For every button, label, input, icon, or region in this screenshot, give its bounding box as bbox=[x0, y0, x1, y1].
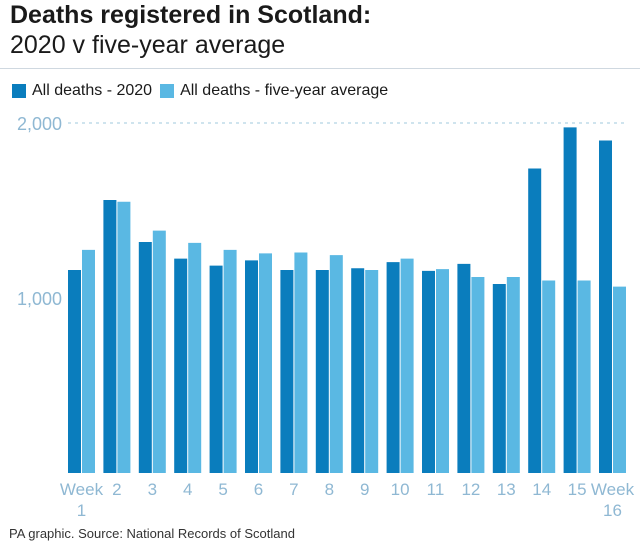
x-tick-label: 11 bbox=[427, 480, 445, 499]
bar-five-year-average bbox=[82, 249, 95, 473]
x-tick-label: 5 bbox=[218, 480, 227, 499]
legend: All deaths - 2020 All deaths - five-year… bbox=[12, 80, 396, 102]
bar-2020 bbox=[138, 242, 152, 473]
x-tick-label: 8 bbox=[325, 480, 334, 499]
legend-label-2020: All deaths - 2020 bbox=[32, 82, 153, 99]
chart-subtitle: 2020 v five-year average bbox=[10, 31, 286, 59]
bar-2020 bbox=[528, 168, 542, 473]
bar-2020 bbox=[492, 284, 506, 473]
legend-item-average: All deaths - five-year average bbox=[160, 82, 388, 100]
x-tick-label: 7 bbox=[289, 480, 298, 499]
bar-five-year-average bbox=[152, 230, 166, 473]
legend-item-2020: All deaths - 2020 bbox=[12, 82, 152, 100]
y-tick-label: 1,000 bbox=[17, 289, 62, 309]
bar-2020 bbox=[422, 270, 435, 473]
chart-title: Deaths registered in Scotland: bbox=[10, 1, 372, 29]
bar-2020 bbox=[563, 127, 577, 473]
x-tick-label: 4 bbox=[183, 480, 192, 499]
y-tick-label: 2,000 bbox=[17, 114, 62, 134]
bar-five-year-average bbox=[223, 249, 237, 473]
bar-five-year-average bbox=[117, 201, 131, 473]
bar-five-year-average bbox=[542, 280, 556, 473]
header-divider bbox=[0, 68, 640, 69]
bar-five-year-average bbox=[436, 269, 449, 473]
legend-label-average: All deaths - five-year average bbox=[180, 82, 389, 99]
x-tick-label: 6 bbox=[254, 480, 263, 499]
bar-five-year-average bbox=[188, 242, 202, 473]
x-tick-label: Week 16 bbox=[591, 480, 635, 520]
x-tick-label: 14 bbox=[532, 480, 551, 499]
bar-five-year-average bbox=[613, 286, 626, 473]
bar-2020 bbox=[280, 270, 294, 473]
x-tick-label: 9 bbox=[360, 480, 369, 499]
legend-swatch-2020 bbox=[12, 84, 26, 98]
x-tick-label: 13 bbox=[497, 480, 516, 499]
bar-five-year-average bbox=[329, 255, 343, 473]
bar-2020 bbox=[103, 200, 117, 473]
x-tick-label: 3 bbox=[148, 480, 157, 499]
bar-2020 bbox=[68, 270, 81, 473]
bar-2020 bbox=[245, 260, 258, 473]
legend-swatch-average bbox=[160, 84, 175, 98]
source-note: PA graphic. Source: National Records of … bbox=[9, 526, 295, 541]
bar-2020 bbox=[315, 270, 329, 473]
bar-five-year-average bbox=[506, 277, 520, 473]
bar-2020 bbox=[174, 258, 188, 473]
bar-2020 bbox=[351, 268, 365, 473]
bar-2020 bbox=[209, 265, 223, 473]
x-tick-label: 15 bbox=[568, 480, 587, 499]
bar-five-year-average bbox=[400, 258, 414, 473]
bar-five-year-average bbox=[365, 270, 379, 473]
bar-five-year-average bbox=[259, 253, 272, 473]
bar-five-year-average bbox=[471, 277, 485, 473]
x-tick-label: 12 bbox=[461, 480, 480, 499]
x-tick-label: 2 bbox=[112, 480, 121, 499]
bar-five-year-average bbox=[577, 280, 591, 473]
bar-2020 bbox=[457, 263, 471, 473]
bar-2020 bbox=[599, 140, 612, 473]
bar-five-year-average bbox=[294, 252, 308, 473]
x-tick-label: 10 bbox=[391, 480, 410, 499]
x-tick-label: Week 1 bbox=[60, 480, 104, 520]
bar-2020 bbox=[386, 262, 400, 473]
